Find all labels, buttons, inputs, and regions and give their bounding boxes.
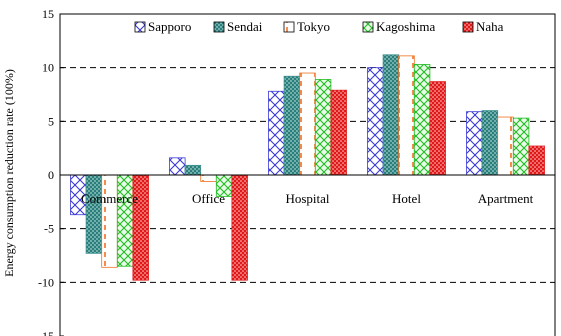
legend-swatch-tokyo — [283, 21, 295, 33]
bar-kagoshima-commerce — [116, 174, 134, 267]
y-tick-label: 15 — [42, 7, 54, 21]
bar-sapporo-hospital — [268, 90, 285, 176]
legend-swatch-sendai — [213, 21, 225, 33]
y-tick-label: 10 — [42, 61, 54, 75]
legend-label-kagoshima: Kagoshima — [376, 19, 435, 34]
x-tick-label: Office — [192, 191, 225, 206]
bar-naha-apartment — [528, 145, 545, 176]
bar-tokyo-apartment — [497, 116, 514, 176]
bar-sendai-office — [184, 164, 202, 176]
legend-label-tokyo: Tokyo — [297, 19, 330, 34]
bar-sapporo-office — [169, 157, 186, 176]
y-ticks: 15 10 5 0 -5 -10 -15 — [38, 7, 64, 336]
bar-sendai-hospital — [283, 75, 301, 176]
y-tick-label: -10 — [38, 275, 54, 289]
bar-sapporo-hotel — [367, 67, 384, 176]
bar-naha-hospital — [330, 89, 347, 176]
legend-label-sapporo: Sapporo — [148, 19, 191, 34]
bar-tokyo-office — [200, 174, 217, 182]
legend-label-sendai: Sendai — [227, 19, 263, 34]
x-tick-label: Commerce — [81, 191, 138, 206]
bar-sendai-hotel — [382, 54, 400, 176]
legend-swatch-naha — [462, 21, 474, 33]
x-tick-label: Hospital — [285, 191, 329, 206]
bar-tokyo-hotel — [398, 55, 415, 176]
y-tick-label: 5 — [48, 114, 54, 128]
x-labels: Commerce Office Hospital Hotel Apartment — [81, 191, 534, 206]
legend: Sapporo Sendai Tokyo Kagoshima Naha — [134, 19, 504, 34]
bar-naha-hotel — [429, 81, 446, 176]
bar-tokyo-hospital — [299, 72, 316, 176]
bar-kagoshima-hospital — [314, 79, 332, 176]
x-tick-label: Apartment — [478, 191, 534, 206]
bar-kagoshima-apartment — [512, 117, 530, 176]
bar-tokyo-commerce — [101, 174, 118, 268]
y-axis-label: Energy consumption reduction rate (100%) — [2, 69, 16, 277]
legend-swatch-sapporo — [134, 21, 146, 33]
y-tick-label: -5 — [44, 222, 54, 236]
x-tick-label: Hotel — [392, 191, 421, 206]
bar-kagoshima-hotel — [413, 64, 431, 176]
plot-frame — [59, 13, 556, 336]
bar-sapporo-apartment — [466, 111, 483, 176]
bars — [70, 54, 545, 281]
bar-naha-office — [231, 174, 248, 281]
bar-sendai-commerce — [85, 174, 103, 254]
y-tick-label: -15 — [38, 329, 54, 336]
y-tick-label: 0 — [48, 168, 54, 182]
legend-swatch-kagoshima — [362, 21, 374, 33]
bar-sendai-apartment — [481, 110, 499, 176]
legend-label-naha: Naha — [476, 19, 504, 34]
